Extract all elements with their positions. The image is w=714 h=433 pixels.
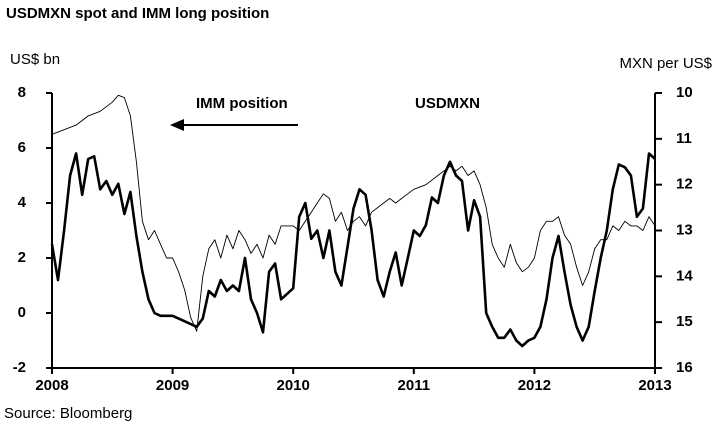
y2-tick-label: 11 [676,130,692,147]
line-series [50,152,656,348]
y2-tick-label: 15 [676,313,693,330]
y-tick-label: 4 [18,194,27,211]
y-tick-label: 8 [18,84,26,101]
arrow-head [170,119,184,131]
y-axis-label: US$ bn [10,51,60,68]
y-tick-label: 6 [18,139,26,156]
annotation: USDMXN [415,95,480,112]
annotation: IMM position [196,95,288,112]
x-tick-label: 2010 [277,377,310,394]
x-tick-label: 2008 [35,377,68,394]
source: Source: Bloomberg [4,405,132,422]
x-tick-label: 2013 [638,377,671,394]
x-tick-label: 2012 [518,377,551,394]
y-tick-label: -2 [13,359,26,376]
line-series [51,94,656,332]
y2-tick-label: 14 [676,267,693,284]
chart-title: USDMXN spot and IMM long position [6,5,269,22]
x-tick-label: 2009 [156,377,189,394]
y-tick-label: 2 [18,249,26,266]
y2-tick-label: 13 [676,221,693,238]
y2-axis-label: MXN per US$ [619,55,712,72]
y-tick-label: 0 [18,304,26,321]
y2-tick-label: 10 [676,84,693,101]
y2-tick-label: 16 [676,359,693,376]
x-tick-label: 2011 [398,377,431,394]
y2-tick-label: 12 [676,176,693,193]
